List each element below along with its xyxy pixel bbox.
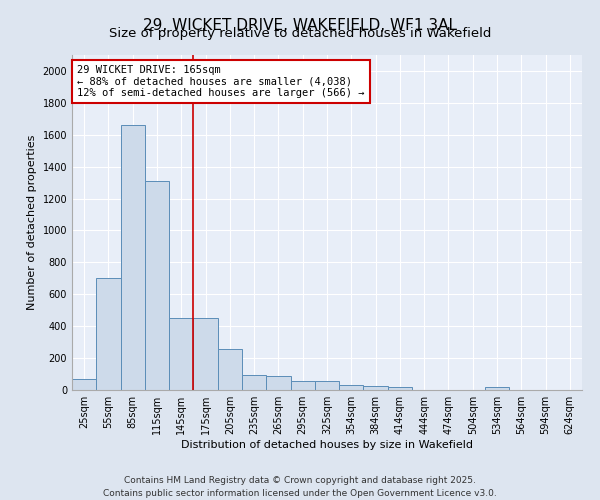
Y-axis label: Number of detached properties: Number of detached properties	[27, 135, 37, 310]
Bar	[266, 376, 290, 390]
X-axis label: Distribution of detached houses by size in Wakefield: Distribution of detached houses by size …	[181, 440, 473, 450]
Bar	[193, 318, 218, 390]
Bar	[169, 318, 193, 390]
Bar	[96, 278, 121, 390]
Bar	[290, 381, 315, 390]
Bar	[339, 385, 364, 390]
Bar	[388, 387, 412, 390]
Text: 29 WICKET DRIVE: 165sqm
← 88% of detached houses are smaller (4,038)
12% of semi: 29 WICKET DRIVE: 165sqm ← 88% of detache…	[77, 65, 365, 98]
Text: Contains HM Land Registry data © Crown copyright and database right 2025.
Contai: Contains HM Land Registry data © Crown c…	[103, 476, 497, 498]
Bar	[485, 387, 509, 390]
Text: Size of property relative to detached houses in Wakefield: Size of property relative to detached ho…	[109, 28, 491, 40]
Bar	[364, 386, 388, 390]
Bar	[121, 125, 145, 390]
Bar	[72, 379, 96, 390]
Bar	[242, 375, 266, 390]
Text: 29, WICKET DRIVE, WAKEFIELD, WF1 3AL: 29, WICKET DRIVE, WAKEFIELD, WF1 3AL	[143, 18, 457, 32]
Bar	[315, 381, 339, 390]
Bar	[145, 181, 169, 390]
Bar	[218, 350, 242, 390]
